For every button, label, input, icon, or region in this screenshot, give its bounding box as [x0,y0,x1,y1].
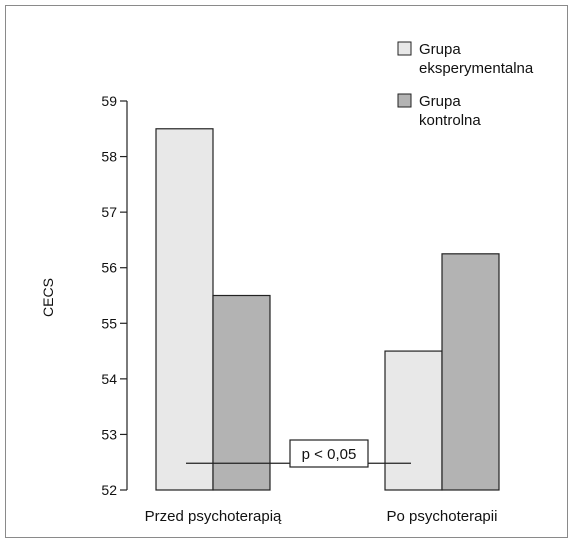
legend-label: Grupa [419,93,461,110]
y-tick-label: 54 [101,371,117,387]
bar-eksperymentalna-przed [155,128,214,491]
y-tick-label: 56 [101,260,117,276]
y-axis-title: CECS [40,278,56,317]
significance-box [289,439,369,468]
y-tick-label: 55 [101,315,117,331]
y-tick-label: 58 [101,149,117,165]
legend-label: eksperymentalna [419,60,534,77]
category-label: Przed psychoterapią [145,508,282,525]
bar-kontrolna-po [441,253,500,491]
bar-kontrolna-przed [212,294,271,491]
y-tick-label: 57 [101,204,117,220]
annotation: p < 0,05 [186,439,411,468]
legend: Grupa eksperymentalna Grupa kontrolna [397,41,534,129]
legend-label: Grupa [419,41,461,58]
axes: 52 53 54 55 56 57 58 59 CECS [40,93,128,498]
category-label: Po psychoterapii [387,508,498,525]
y-tick-label: 52 [101,482,117,498]
significance-label: p < 0,05 [302,446,357,463]
legend-label: kontrolna [419,112,481,129]
legend-swatch-eksperymentalna [397,41,412,56]
bar-eksperymentalna-po [384,350,443,491]
legend-swatch-kontrolna [397,93,412,108]
y-tick-label: 53 [101,426,117,442]
bars: Przed psychoterapią Po psychoterapii [145,128,500,525]
y-tick-label: 59 [101,93,117,109]
